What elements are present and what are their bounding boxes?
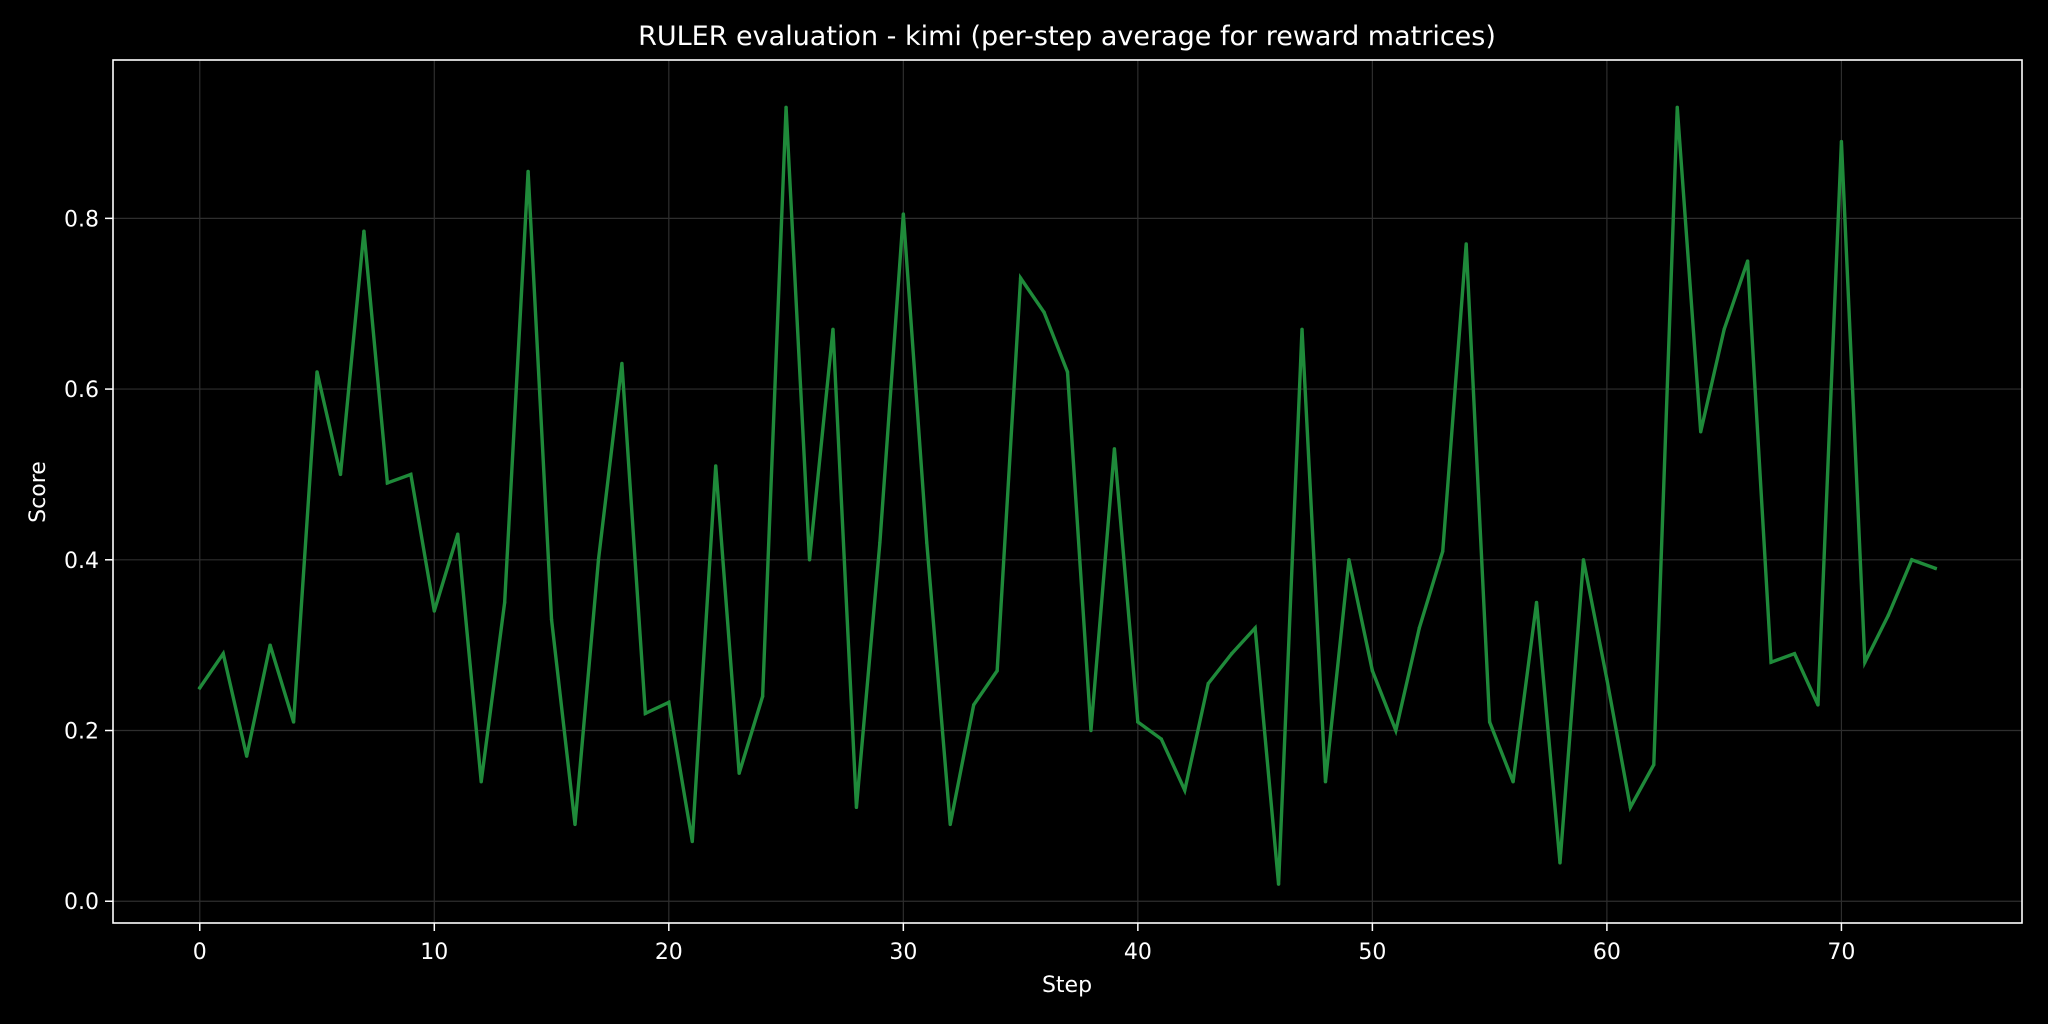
data-point [831,327,835,332]
data-point [643,711,648,716]
data-point [620,361,624,366]
data-point [1042,310,1046,314]
x-tick-label: 30 [889,940,917,965]
data-point [1323,780,1328,784]
data-point [1394,728,1398,733]
data-point [221,651,225,656]
data-point [1581,558,1586,562]
data-point [1910,558,1914,562]
data-point [432,609,436,613]
x-tick-label: 0 [193,940,207,965]
data-point [1347,558,1351,562]
y-tick-label: 0.0 [64,890,99,915]
data-point [1886,613,1891,617]
data-point [1558,861,1562,865]
data-point [338,472,343,477]
data-point [1487,720,1492,724]
x-tick-label: 10 [420,940,448,965]
data-point [1065,370,1070,374]
data-point [1652,762,1656,767]
data-point [807,558,812,562]
data-point [362,229,366,233]
data-point [878,541,882,545]
data-point [291,720,296,724]
data-point [1276,882,1281,886]
data-point [573,822,577,827]
data-point [1769,660,1773,664]
data-point [1816,703,1820,707]
data-point [456,532,460,536]
data-point [1464,242,1468,246]
data-point [315,370,319,374]
data-point [737,771,741,775]
x-tick-label: 50 [1358,940,1386,965]
x-tick-label: 60 [1593,940,1621,965]
data-point [1839,139,1844,144]
y-tick-label: 0.4 [64,549,99,574]
y-tick-label: 0.2 [64,720,99,745]
data-point [925,541,929,545]
data-point [1183,788,1187,792]
series-layer [197,105,1938,886]
data-point [1792,651,1797,656]
data-point [1136,720,1140,724]
data-point [385,481,390,485]
x-tick-label: 70 [1827,940,1855,965]
data-point [1229,651,1234,656]
data-point [948,822,952,827]
plot-frame [112,59,2023,924]
data-point [1699,430,1703,434]
data-point [596,558,601,562]
data-point [1112,447,1117,451]
data-point [971,703,976,707]
data-point [1933,566,1937,571]
data-point [1605,677,1609,681]
x-tick-label: 40 [1124,940,1152,965]
data-point [1863,660,1867,664]
data-point [409,472,413,477]
data-point [1417,626,1421,630]
x-axis-label: Step [1042,973,1092,998]
data-point [502,600,507,605]
grid [113,60,2022,923]
data-point [854,805,859,810]
data-point [1675,105,1679,110]
data-point [1511,780,1515,784]
data-point [901,212,906,216]
data-point [244,754,249,758]
data-point [198,686,202,690]
y-axis: 0.0 0.2 0.4 0.6 0.8 [64,207,113,915]
data-point [1159,737,1164,741]
data-point [1300,327,1304,332]
data-point [784,105,788,110]
y-tick-label: 0.6 [64,378,99,403]
data-point [667,700,671,705]
data-point [1441,549,1445,553]
data-point [1745,259,1750,263]
y-axis-label: Score [26,461,51,523]
data-point [1018,276,1023,280]
y-tick-label: 0.8 [64,207,99,232]
data-point [1722,327,1726,332]
data-point [1253,626,1257,630]
data-point [995,669,999,673]
data-point [760,694,765,699]
data-point [526,169,530,174]
data-point [1206,681,1210,686]
data-point [1089,728,1093,733]
chart-title: RULER evaluation - kimi (per-step averag… [638,21,1496,52]
data-point [1628,805,1633,810]
x-tick-label: 20 [655,940,683,965]
data-point [479,780,483,784]
data-point [1370,669,1375,673]
data-point [549,617,554,622]
data-point [268,643,272,647]
x-axis: 0 10 20 30 40 50 60 70 [193,923,1855,965]
data-point [690,839,694,844]
data-point [1534,600,1539,605]
data-point [714,464,718,468]
